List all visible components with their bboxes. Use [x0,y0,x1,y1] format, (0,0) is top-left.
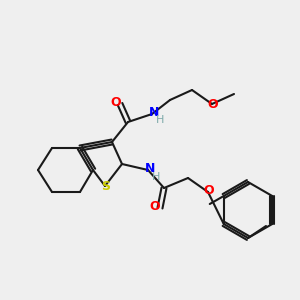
Text: H: H [156,115,164,125]
Text: S: S [101,181,110,194]
Text: O: O [111,95,121,109]
Text: O: O [204,184,214,197]
Text: N: N [145,161,155,175]
Text: O: O [150,200,160,214]
Text: N: N [149,106,159,118]
Text: O: O [208,98,218,112]
Text: H: H [152,172,160,182]
